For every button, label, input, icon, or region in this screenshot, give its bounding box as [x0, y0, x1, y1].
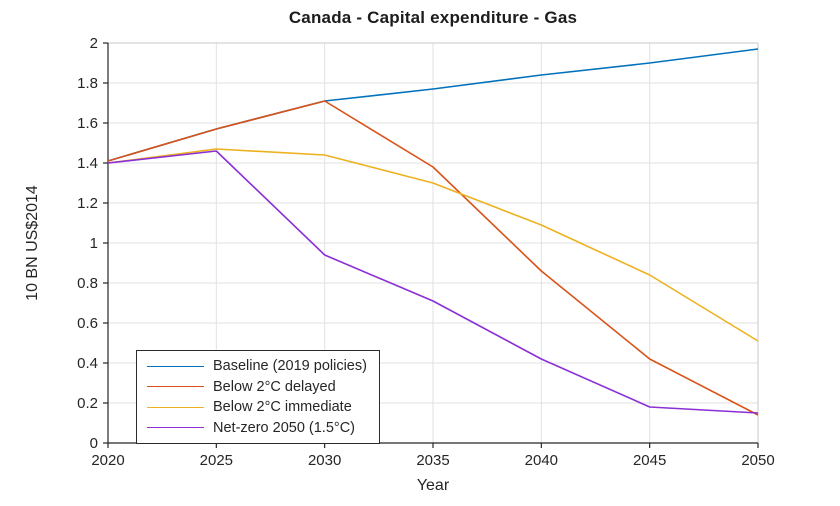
legend-line-icon	[147, 406, 204, 408]
y-tick-label: 1.2	[77, 195, 98, 212]
x-tick-label: 2050	[741, 452, 774, 469]
series-line-below-2c-immediate	[107, 148, 759, 342]
legend: Baseline (2019 policies) Below 2°C delaye…	[136, 350, 380, 444]
y-tick-label: 0.6	[77, 315, 98, 332]
x-axis-label: Year	[416, 477, 450, 494]
x-tick-label: 2040	[525, 452, 558, 469]
legend-entry-label: Baseline (2019 policies)	[213, 358, 367, 374]
y-tick-label: 0.2	[77, 395, 98, 412]
series-line-below-2c-delayed	[107, 100, 759, 416]
legend-entry-below-2c-delayed: Below 2°C delayed	[137, 377, 367, 398]
legend-line-icon	[147, 386, 204, 388]
legend-line-icon	[147, 365, 204, 367]
y-tick-label: 1	[90, 235, 98, 252]
x-tick-label: 2035	[416, 452, 449, 469]
legend-line-icon	[147, 427, 204, 429]
legend-entry-label: Net-zero 2050 (1.5°C)	[213, 419, 355, 436]
y-tick-label: 0.4	[77, 355, 98, 372]
legend-entry-label: Below 2°C immediate	[213, 399, 352, 415]
y-tick-label: 2	[90, 35, 98, 52]
chart-title: Canada - Capital expenditure - Gas	[288, 8, 578, 27]
legend-entry-label: Below 2°C delayed	[213, 378, 336, 395]
series-line-net-zero-2050	[107, 150, 759, 414]
y-axis-label: 10 BN US$2014	[24, 185, 41, 301]
y-tick-label: 1.6	[77, 115, 98, 132]
x-tick-label: 2045	[633, 452, 666, 469]
legend-entry-baseline-2019-policies: Baseline (2019 policies)	[137, 356, 367, 377]
y-tick-label: 0	[90, 435, 98, 452]
x-tick-label: 2020	[91, 452, 124, 469]
y-tick-label: 1.8	[77, 75, 98, 92]
legend-entry-below-2c-immediate: Below 2°C immediate	[137, 397, 367, 418]
legend-entry-net-zero-2050: Net-zero 2050 (1.5°C)	[137, 418, 367, 439]
x-tick-label: 2025	[200, 452, 233, 469]
y-tick-label: 0.8	[77, 275, 98, 292]
y-tick-label: 1.4	[77, 155, 98, 172]
x-tick-label: 2030	[308, 452, 341, 469]
